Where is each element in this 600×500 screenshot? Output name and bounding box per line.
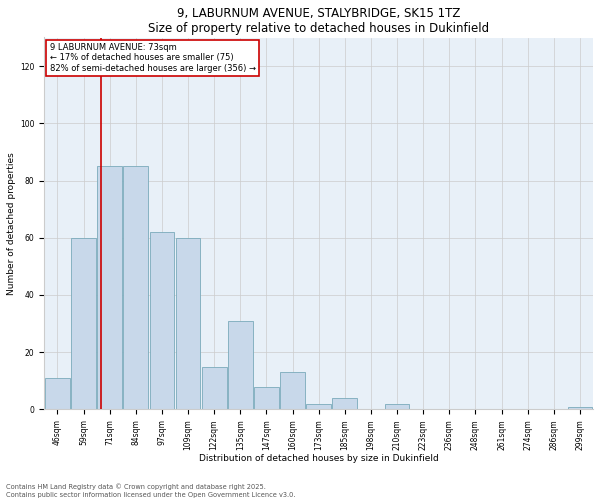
Title: 9, LABURNUM AVENUE, STALYBRIDGE, SK15 1TZ
Size of property relative to detached : 9, LABURNUM AVENUE, STALYBRIDGE, SK15 1T…: [148, 7, 489, 35]
Bar: [306, 404, 331, 409]
Text: Contains HM Land Registry data © Crown copyright and database right 2025.
Contai: Contains HM Land Registry data © Crown c…: [6, 484, 296, 498]
Bar: [228, 320, 253, 410]
Bar: [568, 406, 592, 410]
Bar: [149, 232, 175, 410]
Bar: [97, 166, 122, 410]
X-axis label: Distribution of detached houses by size in Dukinfield: Distribution of detached houses by size …: [199, 454, 439, 463]
Bar: [202, 366, 227, 410]
Y-axis label: Number of detached properties: Number of detached properties: [7, 152, 16, 295]
Bar: [124, 166, 148, 410]
Bar: [176, 238, 200, 410]
Bar: [45, 378, 70, 410]
Bar: [254, 386, 279, 409]
Bar: [71, 238, 96, 410]
Bar: [280, 372, 305, 410]
Bar: [385, 404, 409, 409]
Bar: [332, 398, 357, 409]
Text: 9 LABURNUM AVENUE: 73sqm
← 17% of detached houses are smaller (75)
82% of semi-d: 9 LABURNUM AVENUE: 73sqm ← 17% of detach…: [50, 43, 256, 73]
